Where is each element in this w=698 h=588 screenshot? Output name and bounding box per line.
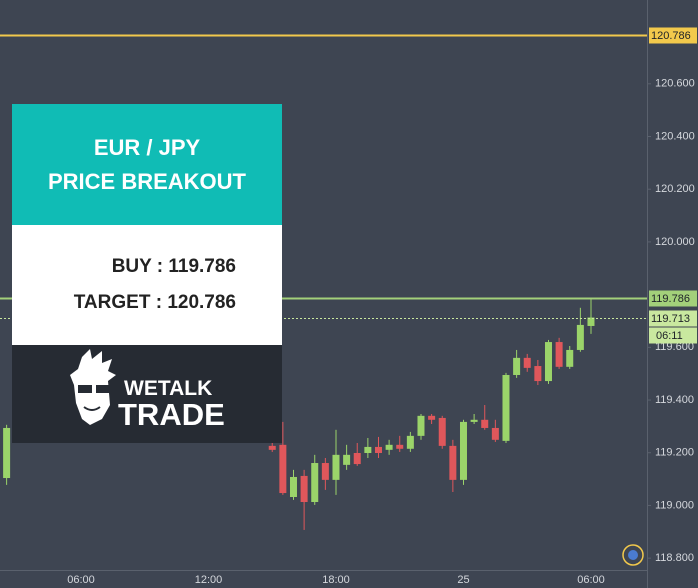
candle-body [311, 463, 319, 503]
candle-body [353, 452, 361, 465]
price-label: 120.786 [651, 30, 691, 42]
price-label: 119.786 [651, 293, 690, 305]
y-tick-label: 119.600 [655, 341, 694, 353]
y-tick-label: 120.400 [655, 130, 695, 142]
price-label: 119.713 [651, 313, 690, 325]
logo-mouth [83, 406, 101, 411]
candle-body [534, 366, 542, 382]
candle-body [587, 317, 595, 326]
logo-line1: WETALK [124, 377, 212, 400]
logo-head [70, 349, 116, 425]
y-tick-label: 119.200 [655, 447, 694, 459]
icon-core [628, 550, 638, 560]
candle-body [449, 445, 457, 480]
price-label-box [649, 27, 697, 44]
x-tick-label: 18:00 [322, 574, 350, 586]
candle-body [576, 324, 584, 350]
candle-body [289, 476, 297, 498]
y-tick-label: 119.400 [655, 394, 694, 406]
candle-body [491, 427, 499, 440]
y-tick-label: 119.000 [655, 499, 694, 511]
candle-body [406, 435, 414, 449]
logo: WETALK TRADE [70, 349, 225, 432]
x-tick-label: 06:00 [577, 574, 605, 586]
x-tick-label: 06:00 [67, 574, 95, 586]
candle-body [555, 342, 563, 367]
candle-body [438, 417, 446, 446]
candle-body [300, 475, 308, 503]
target-level: TARGET : 120.786 [73, 292, 236, 313]
candle-body [523, 357, 531, 368]
candle-body [481, 419, 489, 428]
candle-body [3, 427, 11, 479]
settings-icon[interactable] [622, 544, 644, 566]
logo-line2: TRADE [118, 397, 225, 432]
pair: EUR / JPY [93, 134, 201, 160]
candle-body [502, 374, 510, 441]
logo-area: WETALK TRADE [12, 345, 282, 443]
candle-body [396, 444, 404, 449]
y-tick-label: 120.200 [655, 183, 695, 195]
countdown: 06:11 [656, 330, 683, 342]
candle-body [470, 419, 478, 422]
y-tick-label: 120.000 [655, 236, 695, 248]
candle-body [279, 444, 287, 494]
candle-body [374, 446, 382, 453]
countdown-box [649, 327, 697, 344]
candle-body [268, 445, 276, 450]
candle-body [332, 454, 340, 480]
candle-body [321, 463, 329, 480]
x-tick-label: 12:00 [195, 574, 223, 586]
candle-body [544, 342, 552, 382]
candle-body [459, 421, 467, 480]
promo-card: EUR / JPY PRICE BREAKOUT BUY : 119.786 T… [12, 104, 282, 443]
candle-body [513, 357, 521, 375]
headline: PRICE BREAKOUT [47, 168, 246, 194]
price-label-box [649, 310, 697, 327]
icon-ring [622, 544, 644, 566]
card-header: EUR / JPY PRICE BREAKOUT [12, 104, 282, 225]
buy-level: BUY : 119.786 [111, 256, 236, 277]
candle-body [364, 446, 372, 453]
candle-body [343, 454, 351, 465]
candle-body [417, 415, 425, 436]
candle-body [428, 415, 436, 420]
candle-body [385, 444, 393, 450]
logo-glasses [78, 385, 110, 393]
y-tick-label: 120.600 [655, 78, 695, 90]
price-label-box [649, 290, 697, 307]
y-tick-label: 118.800 [655, 552, 694, 564]
candle-body [566, 349, 574, 367]
card-levels: BUY : 119.786 TARGET : 120.786 [12, 225, 282, 345]
x-tick-label: 25 [457, 574, 469, 586]
